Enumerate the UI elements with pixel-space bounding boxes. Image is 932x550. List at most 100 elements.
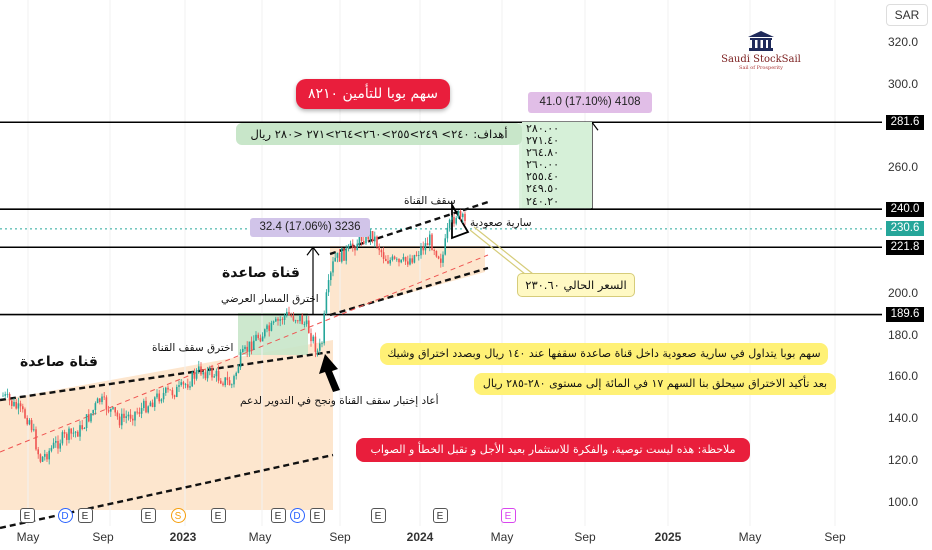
breakout-fill xyxy=(238,313,308,355)
candle xyxy=(151,402,154,407)
label-ascending-channel-2: قناة صاعدة xyxy=(222,265,300,281)
candle xyxy=(121,413,123,426)
candle xyxy=(129,414,132,419)
candle xyxy=(358,233,361,244)
target-item: ٢٤٠.٢٠ xyxy=(526,194,560,208)
candle xyxy=(107,409,110,412)
event-marker[interactable]: E xyxy=(432,508,448,523)
candle xyxy=(336,252,339,258)
event-marker[interactable]: S xyxy=(170,508,186,523)
candle xyxy=(112,407,114,409)
level-tag: 281.6 xyxy=(886,114,924,130)
candle xyxy=(343,248,345,261)
candle xyxy=(279,319,281,321)
candle xyxy=(127,414,130,417)
candle xyxy=(55,440,57,443)
channel-1-bottom xyxy=(0,453,334,530)
x-tick-label: May xyxy=(490,530,514,544)
y-tick-label: 140.0 xyxy=(888,411,919,426)
event-marker[interactable]: E xyxy=(500,508,516,523)
retest-arrow xyxy=(319,354,340,392)
candle xyxy=(195,370,198,379)
candle xyxy=(246,346,248,352)
candle xyxy=(134,411,136,421)
target-item: ٢٦٤.٨٠ xyxy=(526,146,560,160)
candle xyxy=(457,211,460,218)
level-tag: 189.6 xyxy=(886,307,924,323)
candle xyxy=(70,428,72,434)
channel-1-fill xyxy=(0,340,333,510)
candle xyxy=(446,227,449,239)
candle xyxy=(66,433,68,440)
event-marker[interactable]: D xyxy=(289,508,305,523)
y-tick-label: 320.0 xyxy=(888,35,919,49)
candle xyxy=(305,320,308,325)
event-marker[interactable]: D xyxy=(57,508,73,523)
candle xyxy=(378,246,380,251)
candle xyxy=(288,311,290,316)
x-tick-label: 2023 xyxy=(169,530,197,544)
target-item: ٢٦٠.٠٠ xyxy=(526,158,560,172)
candle xyxy=(301,314,303,325)
candle xyxy=(270,322,273,331)
candle xyxy=(462,213,464,218)
candle xyxy=(402,257,405,260)
candle xyxy=(52,442,55,448)
candle xyxy=(99,398,101,403)
event-marker[interactable]: E xyxy=(270,508,286,523)
candle xyxy=(116,412,119,417)
candle xyxy=(138,412,141,414)
candle xyxy=(400,259,402,263)
candle xyxy=(200,366,202,375)
note-1: سهم بوبا يتداول في سارية صعودية داخل قنا… xyxy=(380,343,828,365)
candle xyxy=(341,248,343,262)
candle xyxy=(224,377,226,386)
candle xyxy=(189,386,191,388)
candle xyxy=(83,428,86,429)
candle xyxy=(114,407,116,413)
candle xyxy=(323,313,325,344)
event-marker[interactable]: E xyxy=(210,508,226,523)
currency-label[interactable]: SAR xyxy=(886,4,928,26)
candle xyxy=(242,348,244,353)
candle xyxy=(308,320,310,334)
target-item: ٢٧١.٤٠ xyxy=(526,134,560,148)
candle xyxy=(235,372,237,377)
candle xyxy=(79,425,81,437)
event-marker[interactable]: E xyxy=(19,508,35,523)
note-pointer xyxy=(469,229,526,275)
candle xyxy=(261,336,264,342)
event-marker[interactable]: E xyxy=(370,508,386,523)
title-pill: سهم بوبا للتأمين ٨٢١٠ xyxy=(296,79,450,109)
candle xyxy=(396,258,398,260)
candle xyxy=(125,416,127,418)
event-marker[interactable]: E xyxy=(140,508,156,523)
candle xyxy=(17,403,20,409)
candle xyxy=(411,258,413,263)
candle xyxy=(253,340,255,350)
label-channel-top: سقف القناة xyxy=(404,195,456,207)
x-tick-label: May xyxy=(248,530,272,544)
logo-name: Saudi StockSail xyxy=(721,54,801,65)
target-item: ٢٥٥.٤٠ xyxy=(526,170,560,184)
candle xyxy=(365,231,367,244)
candle xyxy=(167,387,169,390)
level-tag: 240.0 xyxy=(886,201,924,217)
candle xyxy=(382,252,385,259)
event-marker[interactable]: E xyxy=(77,508,93,523)
label-ascending-channel-1: قناة صاعدة xyxy=(20,354,98,370)
y-tick-label: 180.0 xyxy=(888,327,919,342)
candle xyxy=(61,432,64,444)
note-2: بعد تأكيد الاختراق سيحلق بنا السهم ١٧ في… xyxy=(474,373,836,395)
candle xyxy=(63,432,66,434)
candle xyxy=(332,261,334,273)
label-broke-channel-top: اخترق سقف القناة xyxy=(152,342,234,354)
candle xyxy=(345,248,347,261)
candle xyxy=(363,241,365,244)
event-marker[interactable]: E xyxy=(309,508,325,523)
candle xyxy=(187,384,189,388)
y-tick-label: 260.0 xyxy=(888,160,919,175)
candle xyxy=(103,396,105,398)
candle xyxy=(26,417,28,425)
